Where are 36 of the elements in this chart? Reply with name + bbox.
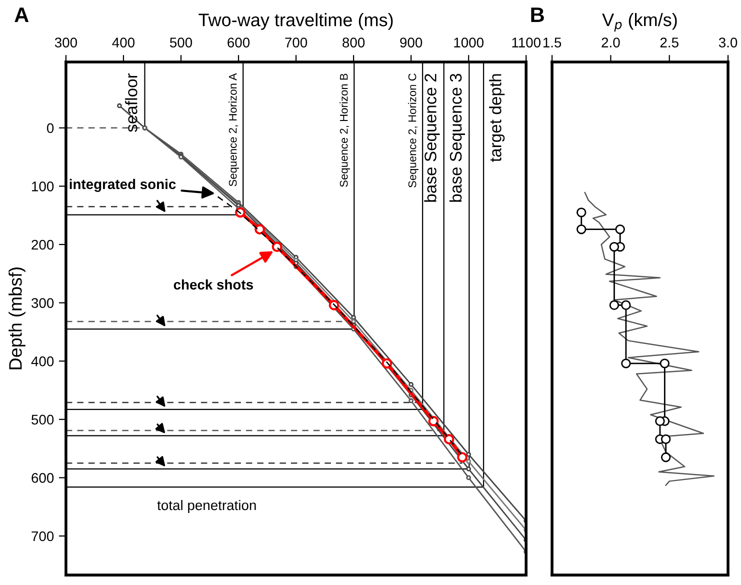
x-tick-label: 400 — [112, 38, 135, 48]
text: B — [531, 8, 544, 22]
y-tick-label: 400 — [31, 356, 54, 366]
legend-label: seafloor — [125, 73, 138, 132]
legend-label: base Sequence 3 — [449, 74, 465, 202]
x-tick-label: 800 — [342, 38, 365, 48]
y-tick-label: 100 — [32, 182, 54, 192]
x-tick-label: 3.0 — [718, 38, 738, 48]
x-tick-label: 1.5 — [543, 38, 562, 48]
x-tick-label: 600 — [228, 38, 250, 48]
legend-label: Sequence 2, Horizon B — [340, 74, 350, 187]
y-tick-label: 500 — [32, 414, 54, 425]
x-axis-title: V$_{p}$ (km/s) — [602, 12, 677, 32]
x-axis-title: Two-way traveltime (ms) — [198, 13, 393, 30]
text: A — [14, 8, 29, 22]
text: base Sequence 2 — [424, 74, 440, 202]
x-tick-label: 2.0 — [602, 38, 620, 48]
text: target depth — [489, 74, 505, 162]
y-tick-label: 0 — [46, 123, 54, 134]
x-tick-label: 300 — [54, 38, 77, 48]
y-axis-title: Depth (mbsf) — [8, 267, 26, 370]
x-tick-label: 700 — [285, 38, 308, 48]
x-tick-label: 1000 — [454, 38, 484, 48]
annotation: integrated sonic — [70, 178, 176, 192]
x-tick-label: 500 — [170, 38, 192, 48]
y-tick-label: 200 — [32, 240, 54, 250]
x-tick-label: 1100 — [512, 38, 541, 48]
x-tick-label: 2.5 — [660, 38, 678, 48]
y-tick-label: 700 — [32, 531, 54, 542]
x-tick-label: 900 — [400, 38, 422, 48]
annotation: total penetration — [157, 500, 256, 513]
legend-label: Sequence 2, Horizon A — [228, 73, 239, 186]
y-tick-label: 600 — [32, 473, 54, 483]
y-tick-label: 300 — [32, 298, 54, 308]
legend-label: Sequence 2, Horizon C — [408, 74, 418, 188]
annotation: check shots — [174, 279, 253, 290]
